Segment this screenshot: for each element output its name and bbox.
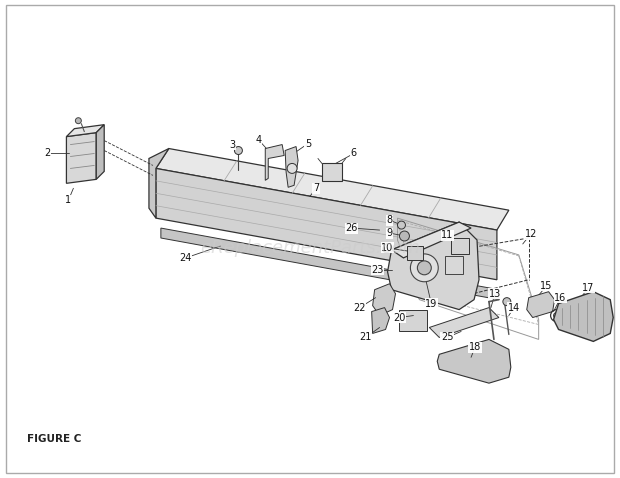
Text: 8: 8 <box>386 215 392 225</box>
Text: 7: 7 <box>313 183 319 193</box>
Polygon shape <box>371 308 389 334</box>
Polygon shape <box>66 125 104 137</box>
Polygon shape <box>96 125 104 179</box>
Circle shape <box>503 298 511 305</box>
Text: 19: 19 <box>425 299 438 309</box>
Polygon shape <box>156 149 509 230</box>
Polygon shape <box>66 132 96 184</box>
Text: 16: 16 <box>554 293 567 303</box>
Text: 2: 2 <box>45 148 51 158</box>
Text: 3: 3 <box>229 140 236 150</box>
FancyBboxPatch shape <box>399 310 427 331</box>
Polygon shape <box>429 308 499 337</box>
Text: 21: 21 <box>360 332 372 342</box>
Text: FIGURE C: FIGURE C <box>27 434 81 444</box>
Polygon shape <box>554 292 613 341</box>
FancyBboxPatch shape <box>322 163 342 181</box>
Text: 5: 5 <box>305 139 311 149</box>
Text: 4: 4 <box>255 135 262 144</box>
Text: 1: 1 <box>65 195 71 205</box>
Polygon shape <box>373 284 396 315</box>
Text: 26: 26 <box>345 223 358 233</box>
Polygon shape <box>527 292 554 317</box>
Polygon shape <box>285 147 298 187</box>
Circle shape <box>397 221 405 229</box>
Circle shape <box>410 254 438 282</box>
Text: eReplacementParts.com: eReplacementParts.com <box>200 239 420 257</box>
Circle shape <box>417 261 432 275</box>
Polygon shape <box>149 149 169 218</box>
Text: 10: 10 <box>381 243 394 253</box>
Polygon shape <box>265 144 284 180</box>
Text: 20: 20 <box>393 313 405 323</box>
Text: 15: 15 <box>541 281 553 291</box>
Circle shape <box>76 118 81 124</box>
FancyBboxPatch shape <box>407 246 423 260</box>
FancyBboxPatch shape <box>445 256 463 274</box>
Text: 6: 6 <box>351 149 356 159</box>
Circle shape <box>399 231 409 241</box>
Text: 25: 25 <box>441 332 453 342</box>
Text: 22: 22 <box>353 303 366 313</box>
Text: 24: 24 <box>180 253 192 263</box>
Text: 11: 11 <box>441 230 453 240</box>
Polygon shape <box>156 168 497 280</box>
FancyBboxPatch shape <box>451 238 469 254</box>
Text: 17: 17 <box>582 282 595 293</box>
Circle shape <box>554 313 559 318</box>
Polygon shape <box>391 222 471 258</box>
Text: 18: 18 <box>469 342 481 352</box>
Circle shape <box>234 147 242 154</box>
Text: 23: 23 <box>371 265 384 275</box>
Text: 12: 12 <box>525 229 537 239</box>
Circle shape <box>287 163 297 174</box>
Text: 9: 9 <box>386 228 392 238</box>
Polygon shape <box>437 339 511 383</box>
Polygon shape <box>161 228 499 300</box>
Polygon shape <box>388 222 479 310</box>
Text: 14: 14 <box>508 303 520 313</box>
Text: 13: 13 <box>489 289 501 299</box>
